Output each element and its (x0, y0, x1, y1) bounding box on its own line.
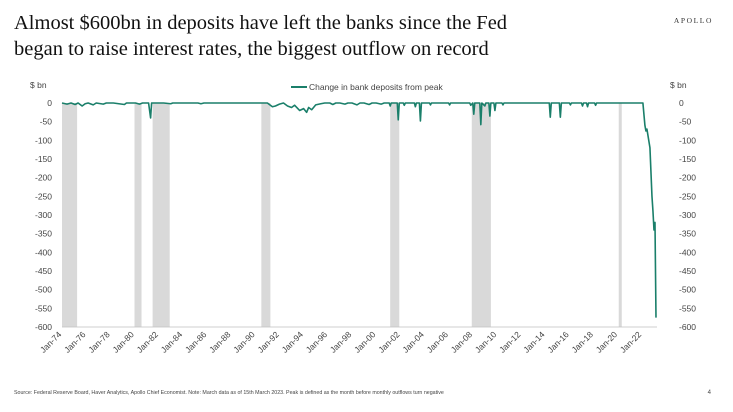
y-tick-right: -100 (679, 135, 696, 145)
y-tick-left: -350 (35, 229, 52, 239)
x-tick-label: Jan-22 (618, 329, 644, 355)
y-tick-left: -400 (35, 247, 52, 257)
recession-band (261, 103, 271, 327)
x-tick-label: Jan-84 (159, 329, 185, 355)
y-tick-right: -500 (679, 285, 696, 295)
y-tick-right: -600 (679, 322, 696, 332)
y-tick-left: -550 (35, 303, 52, 313)
recession-band (134, 103, 142, 327)
y-tick-left: -250 (35, 191, 52, 201)
y-tick-right: -200 (679, 173, 696, 183)
y-axis-left-label: $ bn (30, 80, 47, 90)
x-tick-label: Jan-82 (135, 329, 161, 355)
x-tick-label: Jan-76 (62, 329, 88, 355)
deposits-series-line (61, 102, 657, 318)
y-tick-right: -450 (679, 266, 696, 276)
y-tick-right: -50 (679, 117, 692, 127)
x-tick-label: Jan-06 (425, 329, 451, 355)
x-tick-label: Jan-04 (400, 329, 426, 355)
recession-band (152, 103, 170, 327)
y-tick-left: -50 (40, 117, 53, 127)
x-tick-label: Jan-80 (110, 329, 136, 355)
y-tick-right: -350 (679, 229, 696, 239)
x-tick-label: Jan-08 (449, 329, 475, 355)
recession-band (471, 103, 491, 327)
recession-band (62, 103, 78, 327)
y-tick-right: -250 (679, 191, 696, 201)
y-tick-right: 0 (679, 98, 684, 108)
source-note: Source: Federal Reserve Board, Haver Ana… (14, 390, 444, 396)
x-tick-label: Jan-12 (497, 329, 523, 355)
x-tick-label: Jan-86 (183, 329, 209, 355)
brand-logo: APOLLO (673, 16, 713, 25)
y-tick-right: -400 (679, 247, 696, 257)
x-tick-label: Jan-98 (328, 329, 354, 355)
y-tick-right: -550 (679, 303, 696, 313)
y-axis-right-label: $ bn (670, 80, 687, 90)
x-tick-label: Jan-20 (594, 329, 620, 355)
y-tick-left: -600 (35, 322, 52, 332)
x-tick-label: Jan-96 (304, 329, 330, 355)
x-tick-label: Jan-92 (255, 329, 281, 355)
y-tick-left: -200 (35, 173, 52, 183)
y-tick-left: -300 (35, 210, 52, 220)
recession-band (390, 103, 400, 327)
x-tick-label: Jan-02 (376, 329, 402, 355)
page-title: Almost $600bn in deposits have left the … (14, 10, 614, 62)
x-tick-label: Jan-90 (231, 329, 257, 355)
y-tick-left: -100 (35, 135, 52, 145)
legend-label: Change in bank deposits from peak (309, 82, 443, 92)
x-tick-label: Jan-88 (207, 329, 233, 355)
title-line-1: Almost $600bn in deposits have left the … (14, 12, 508, 34)
y-tick-right: -300 (679, 210, 696, 220)
page-number: 4 (707, 390, 711, 396)
y-tick-left: -150 (35, 154, 52, 164)
y-tick-left: 0 (47, 98, 52, 108)
x-tick-label: Jan-94 (280, 329, 306, 355)
x-tick-label: Jan-16 (545, 329, 571, 355)
x-tick-label: Jan-10 (473, 329, 499, 355)
y-tick-left: -500 (35, 285, 52, 295)
x-tick-label: Jan-18 (570, 329, 596, 355)
x-tick-label: Jan-14 (521, 329, 547, 355)
title-line-2: began to raise interest rates, the bigge… (14, 38, 489, 60)
x-tick-label: Jan-74 (38, 329, 64, 355)
y-tick-left: -450 (35, 266, 52, 276)
y-tick-right: -150 (679, 154, 696, 164)
x-tick-label: Jan-78 (86, 329, 112, 355)
x-tick-label: Jan-00 (352, 329, 378, 355)
recession-band (618, 103, 622, 327)
